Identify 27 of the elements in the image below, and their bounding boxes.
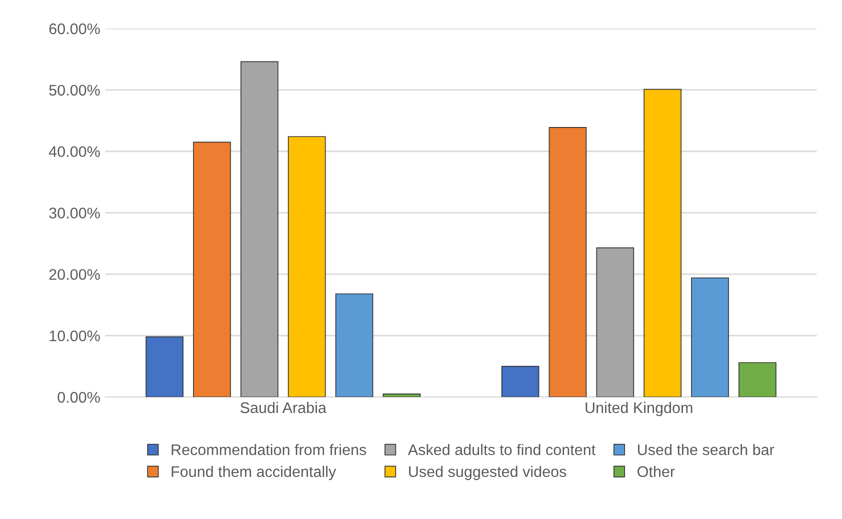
y-tick-label: 0.00% [58,392,100,403]
legend-label: Used suggested videos [409,466,566,480]
legend-label: Recommendation from friens [172,444,366,456]
legend-label: Other [638,466,675,478]
bar [193,142,231,398]
bar [335,293,374,398]
bar [288,136,326,398]
legend-label: Asked adults to find content [408,444,596,456]
bar [240,61,278,398]
x-tick-label: United Kingdom [586,402,692,416]
bar [501,366,540,398]
bar [596,247,634,398]
y-tick-label: 20.00% [49,269,100,280]
y-tick-label: 60.00% [49,23,100,34]
bar [644,88,682,398]
y-tick-label: 10.00% [50,330,100,342]
bar [382,394,421,398]
bar [548,127,587,398]
y-tick-label: 40.00% [48,146,100,158]
legend-label: Used the search bar [638,444,774,456]
bar [146,336,184,398]
x-tick-label: Saudi Arabia [240,402,326,414]
y-tick-label: 30.00% [49,208,100,218]
y-tick-label: 50.00% [49,84,100,96]
bar [738,362,776,398]
bar [691,277,729,398]
legend-label: Found them accidentally [172,466,336,480]
